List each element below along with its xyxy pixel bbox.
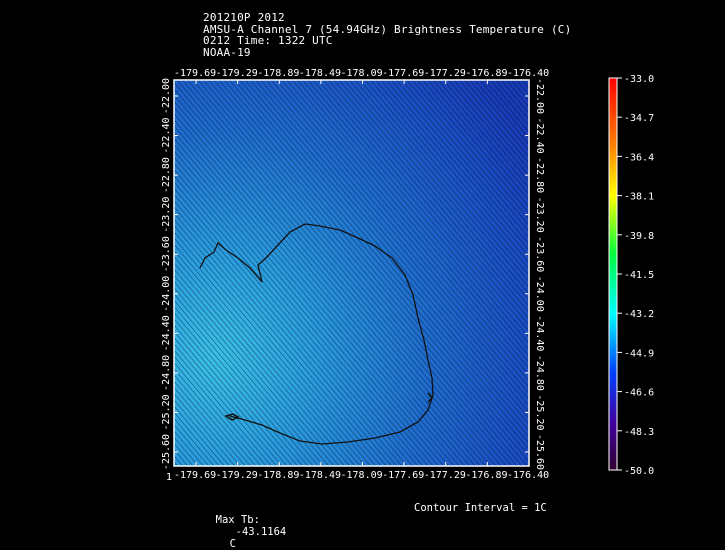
coastline-outline xyxy=(229,223,434,445)
lat-tick-label: -22.00 xyxy=(161,78,172,114)
lat-tick-label: -25.20 xyxy=(161,394,172,430)
lat-ticks-right: -22.00 -22.40 -22.80 -23.20 -23.60 -24.00 -24.… xyxy=(525,78,545,470)
lat-tick-label: -24.00 xyxy=(161,276,172,312)
header-line-4: NOAA-19 xyxy=(203,45,251,59)
header-line-3: 0212 Time: 1322 UTC xyxy=(203,34,333,47)
lat-tick-label: -23.60 xyxy=(534,236,545,272)
colorbar-label: -41.5 xyxy=(624,270,654,281)
header-title-block: 201210P 2012 AMSU-A Channel 7 (54.94GHz)… xyxy=(203,12,571,58)
lat-tick-label: -22.00 xyxy=(534,78,545,114)
lon-tick-label: -176.89 xyxy=(465,68,507,79)
lat-ticks-left: -22.00 -22.40 -22.80 -23.20 -23.60 -24.00 -24.… xyxy=(161,78,178,470)
lat-tick-label: -23.20 xyxy=(161,197,172,233)
lon-tick-label: -179.69 xyxy=(174,68,216,79)
max-tb-label: Max Tb: xyxy=(215,514,260,526)
max-tb-readout: Max Tb: -43.1164 C xyxy=(203,502,287,550)
contour-hatching xyxy=(174,80,529,466)
colorbar-label: -46.6 xyxy=(624,388,654,399)
lat-tick-label: -22.40 xyxy=(534,117,545,153)
island-mark-east xyxy=(427,392,434,403)
lon-tick-label: -176.89 xyxy=(465,470,507,481)
colorbar-label: -48.3 xyxy=(624,427,654,438)
lon-tick-label: -178.89 xyxy=(257,68,299,79)
colorbar-label: -44.9 xyxy=(624,348,654,359)
lon-tick-label: -178.49 xyxy=(299,470,341,481)
lon-tick-label: -177.69 xyxy=(382,68,424,79)
island-mark xyxy=(224,413,240,421)
lon-tick-label: -177.69 xyxy=(382,470,424,481)
lat-tick-label: -24.40 xyxy=(534,315,545,351)
header-line-2: AMSU-A Channel 7 (54.94GHz) Brightness T… xyxy=(203,22,572,36)
header-line-1: 201210P 2012 xyxy=(203,11,285,24)
lon-tick-label: -178.09 xyxy=(341,470,383,481)
lat-tick-label: -24.80 xyxy=(534,355,545,391)
lat-tick-label: -23.20 xyxy=(534,197,545,233)
lat-tick-label: -25.60 xyxy=(534,434,545,470)
lat-tick-label: -22.80 xyxy=(534,157,545,193)
colorbar-label: -50.0 xyxy=(624,466,654,477)
contour-interval: Contour Interval = 1C xyxy=(414,502,547,514)
lat-tick-label: -25.60 xyxy=(161,434,172,470)
colorbar-labels: -33.0 -34.7 -36.4 -38.1 -39.8 -41.5 -43.2 -44.9… xyxy=(617,74,654,477)
colorbar-label: -38.1 xyxy=(624,192,654,203)
lat-tick-label: -24.00 xyxy=(534,276,545,312)
lat-tick-label: -22.40 xyxy=(161,117,172,153)
lon-tick-label: -177.29 xyxy=(424,470,466,481)
lon-tick-label: -178.49 xyxy=(299,68,341,79)
coastline-spur xyxy=(199,241,263,283)
colorbar xyxy=(608,77,618,471)
lon-tick-label: -178.89 xyxy=(257,470,299,481)
lon-tick-label: -176.40 xyxy=(507,470,549,481)
colorbar-label: -43.2 xyxy=(624,309,654,320)
map-frame xyxy=(173,79,530,467)
colorbar-label: -39.8 xyxy=(624,231,654,242)
lat-tick-label: -22.80 xyxy=(161,157,172,193)
lat-tick-label: -23.60 xyxy=(161,236,172,272)
lat-tick-label: -24.80 xyxy=(161,355,172,391)
colorbar-label: -36.4 xyxy=(624,152,654,163)
lon-tick-label: -179.29 xyxy=(216,68,258,79)
lat-tick-label: -25.20 xyxy=(534,394,545,430)
lon-tick-label: -177.29 xyxy=(424,68,466,79)
lon-tick-label: -179.69 xyxy=(174,470,216,481)
lon-ticks-bottom: -179.69 -179.29 -178.89 -178.49 -178.09 -177.… xyxy=(174,462,549,481)
colorbar-label: -33.0 xyxy=(624,74,654,85)
lon-tick-label: -179.29 xyxy=(216,470,258,481)
lon-tick-label: -176.40 xyxy=(507,68,549,79)
max-tb-unit: C xyxy=(229,538,236,550)
lat-tick-label: -24.40 xyxy=(161,315,172,351)
lon-ticks-top: -179.69 -179.29 -178.89 -178.49 -178.09 -177.… xyxy=(174,68,549,84)
lon-tick-label: -178.09 xyxy=(341,68,383,79)
colorbar-label: -34.7 xyxy=(624,113,654,124)
corner-label: 1 xyxy=(166,472,172,483)
max-tb-value: -43.1164 xyxy=(235,526,287,538)
